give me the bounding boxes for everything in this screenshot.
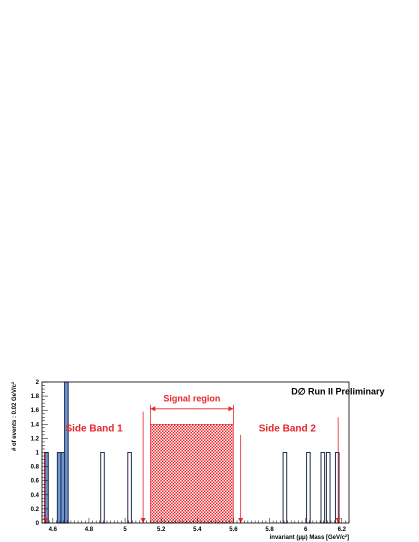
histogram-bin-outline (100, 452, 105, 524)
x-axis-title: invariant (μμ) Mass [GeV/c²] (270, 534, 349, 541)
experiment-label: D∅ Run II Preliminary (291, 387, 384, 397)
x-tick-label: 4.6 (49, 527, 58, 533)
y-tick-label: 2 (36, 380, 40, 386)
x-tick-label: 5.2 (157, 527, 166, 533)
y-tick-label: 1.8 (31, 394, 40, 400)
sideband1-bar (64, 382, 69, 523)
x-tick-label: 4.8 (85, 527, 94, 533)
histogram-bin-outline (325, 452, 331, 524)
histogram-bars (44, 381, 340, 524)
y-tick-label: 1 (36, 451, 40, 457)
y-tick-label: 1.4 (31, 422, 40, 428)
histogram-bin-outline (282, 452, 288, 524)
sideband1-bar (57, 452, 61, 523)
y-tick-label: 0 (36, 521, 40, 527)
y-tick-label: 0.8 (31, 465, 40, 471)
y-axis-title: # of events : 0.02 GeV/c² (11, 382, 18, 451)
x-tick-label: 5.4 (193, 527, 202, 533)
y-tick-label: 1.2 (31, 436, 40, 442)
x-tick-label: 6 (304, 527, 308, 533)
signal-region-arrow-right-head (228, 406, 234, 412)
sideband1-bar (44, 452, 49, 523)
y-axis: 0 0.2 0.4 0.6 0.8 1 1.2 1.4 1.6 1.8 2 (31, 380, 48, 527)
x-tick-label: 5 (123, 527, 127, 533)
y-tick-label: 0.4 (31, 493, 40, 499)
signal-region-bar (150, 423, 234, 524)
sideband1-label: Side Band 1 (65, 423, 123, 434)
signal-region-arrow-left-head (150, 406, 156, 412)
x-tick-label: 5.6 (229, 527, 238, 533)
y-tick-label: 1.6 (31, 408, 40, 414)
sideband1-bar (60, 452, 65, 523)
histogram-bin-outline (127, 452, 132, 524)
y-tick-label: 0.6 (31, 479, 40, 485)
histogram-bin-outline (306, 452, 311, 524)
sideband2-label: Side Band 2 (259, 423, 317, 434)
y-tick-label: 0.2 (31, 507, 40, 513)
signal-region-label: Signal region (163, 394, 220, 404)
histogram-bin-outline (320, 452, 326, 524)
x-axis: 4.6 4.8 5 5.2 5.4 5.6 5.8 6 6.2 (41, 518, 350, 533)
x-tick-label: 6.2 (338, 527, 347, 533)
x-tick-label: 5.8 (265, 527, 274, 533)
